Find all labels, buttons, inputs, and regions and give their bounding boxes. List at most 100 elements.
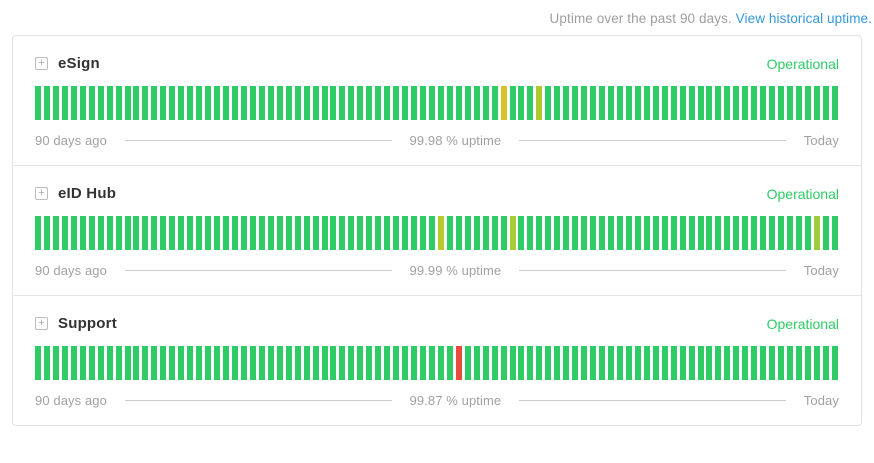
uptime-day-bar[interactable] (518, 346, 525, 380)
uptime-day-bar[interactable] (294, 346, 301, 380)
uptime-day-bar[interactable] (106, 216, 113, 250)
uptime-day-bar[interactable] (133, 216, 140, 250)
uptime-day-bar[interactable] (760, 216, 767, 250)
uptime-day-bar[interactable] (303, 86, 310, 120)
uptime-day-bar[interactable] (742, 86, 749, 120)
uptime-day-bar[interactable] (697, 216, 704, 250)
uptime-day-bar[interactable] (223, 86, 230, 120)
uptime-day-bar[interactable] (267, 216, 274, 250)
uptime-day-bar[interactable] (169, 86, 176, 120)
uptime-day-bar[interactable] (419, 86, 426, 120)
uptime-day-bar[interactable] (357, 346, 364, 380)
uptime-day-bar[interactable] (688, 346, 695, 380)
uptime-day-bar[interactable] (634, 216, 641, 250)
uptime-day-bar[interactable] (760, 346, 767, 380)
uptime-day-bar[interactable] (303, 346, 310, 380)
uptime-day-bar[interactable] (527, 346, 534, 380)
uptime-day-bar[interactable] (151, 86, 158, 120)
uptime-day-bar[interactable] (375, 216, 382, 250)
uptime-day-bar[interactable] (563, 86, 570, 120)
uptime-day-bar[interactable] (652, 86, 659, 120)
uptime-day-bar[interactable] (88, 86, 95, 120)
uptime-day-bar[interactable] (482, 346, 489, 380)
uptime-day-bar[interactable] (214, 216, 221, 250)
uptime-day-bar[interactable] (599, 86, 606, 120)
expand-plus-icon[interactable]: + (35, 317, 48, 330)
uptime-day-bar[interactable] (330, 216, 337, 250)
uptime-day-bar[interactable] (187, 86, 194, 120)
uptime-day-bar[interactable] (813, 86, 820, 120)
uptime-day-bar[interactable] (804, 216, 811, 250)
uptime-day-bar[interactable] (670, 216, 677, 250)
uptime-day-bar[interactable] (240, 346, 247, 380)
uptime-day-bar[interactable] (679, 216, 686, 250)
uptime-day-bar[interactable] (160, 86, 167, 120)
uptime-day-bar[interactable] (500, 216, 507, 250)
uptime-day-bar[interactable] (348, 216, 355, 250)
uptime-day-bar[interactable] (411, 216, 418, 250)
uptime-day-bar[interactable] (142, 86, 149, 120)
uptime-day-bar[interactable] (79, 216, 86, 250)
uptime-day-bar[interactable] (715, 216, 722, 250)
uptime-day-bar[interactable] (554, 346, 561, 380)
uptime-day-bar[interactable] (608, 216, 614, 250)
uptime-day-bar[interactable] (518, 86, 525, 120)
uptime-day-bar[interactable] (661, 216, 668, 250)
uptime-day-bar[interactable] (751, 216, 758, 250)
uptime-day-bar[interactable] (796, 216, 803, 250)
uptime-day-bar[interactable] (608, 86, 614, 120)
uptime-day-bar[interactable] (769, 86, 776, 120)
uptime-day-bar[interactable] (384, 346, 391, 380)
uptime-day-bar[interactable] (733, 86, 740, 120)
uptime-day-bar[interactable] (670, 86, 677, 120)
uptime-day-bar[interactable] (437, 216, 444, 250)
uptime-day-bar[interactable] (169, 216, 176, 250)
uptime-day-bar[interactable] (822, 86, 829, 120)
uptime-day-bar[interactable] (715, 86, 722, 120)
uptime-day-bar[interactable] (124, 216, 131, 250)
uptime-day-bar[interactable] (419, 346, 426, 380)
uptime-day-bar[interactable] (661, 346, 668, 380)
uptime-day-bar[interactable] (572, 216, 579, 250)
uptime-day-bar[interactable] (187, 216, 194, 250)
uptime-day-bar[interactable] (428, 86, 435, 120)
uptime-day-bar[interactable] (303, 216, 310, 250)
uptime-day-bar[interactable] (536, 86, 543, 120)
uptime-day-bar[interactable] (616, 86, 623, 120)
uptime-day-bar[interactable] (312, 346, 319, 380)
uptime-day-bar[interactable] (581, 216, 588, 250)
uptime-day-bar[interactable] (769, 346, 776, 380)
uptime-day-bar[interactable] (321, 216, 328, 250)
uptime-day-bar[interactable] (240, 86, 247, 120)
uptime-day-bar[interactable] (688, 86, 695, 120)
uptime-day-bar[interactable] (178, 346, 185, 380)
uptime-day-bar[interactable] (402, 216, 409, 250)
uptime-day-bar[interactable] (706, 86, 713, 120)
uptime-day-bar[interactable] (563, 346, 570, 380)
uptime-day-bar[interactable] (482, 216, 489, 250)
uptime-day-bar[interactable] (643, 216, 650, 250)
uptime-day-bar[interactable] (643, 346, 650, 380)
uptime-day-bar[interactable] (61, 86, 68, 120)
uptime-day-bar[interactable] (402, 86, 409, 120)
uptime-day-bar[interactable] (599, 346, 606, 380)
uptime-day-bar[interactable] (634, 86, 641, 120)
uptime-day-bar[interactable] (473, 86, 480, 120)
uptime-day-bar[interactable] (778, 86, 785, 120)
uptime-day-bar[interactable] (464, 346, 471, 380)
uptime-day-bar[interactable] (437, 346, 444, 380)
uptime-day-bar[interactable] (554, 86, 561, 120)
uptime-day-bar[interactable] (742, 216, 749, 250)
uptime-day-bar[interactable] (661, 86, 668, 120)
uptime-day-bar[interactable] (590, 216, 597, 250)
uptime-day-bar[interactable] (258, 86, 265, 120)
uptime-day-bar[interactable] (88, 216, 95, 250)
uptime-day-bar[interactable] (321, 346, 328, 380)
uptime-day-bar[interactable] (724, 86, 731, 120)
uptime-day-bar[interactable] (267, 346, 274, 380)
uptime-day-bar[interactable] (464, 216, 471, 250)
uptime-day-bar[interactable] (796, 86, 803, 120)
uptime-day-bar[interactable] (527, 216, 534, 250)
uptime-day-bar[interactable] (223, 216, 230, 250)
uptime-day-bar[interactable] (267, 86, 274, 120)
